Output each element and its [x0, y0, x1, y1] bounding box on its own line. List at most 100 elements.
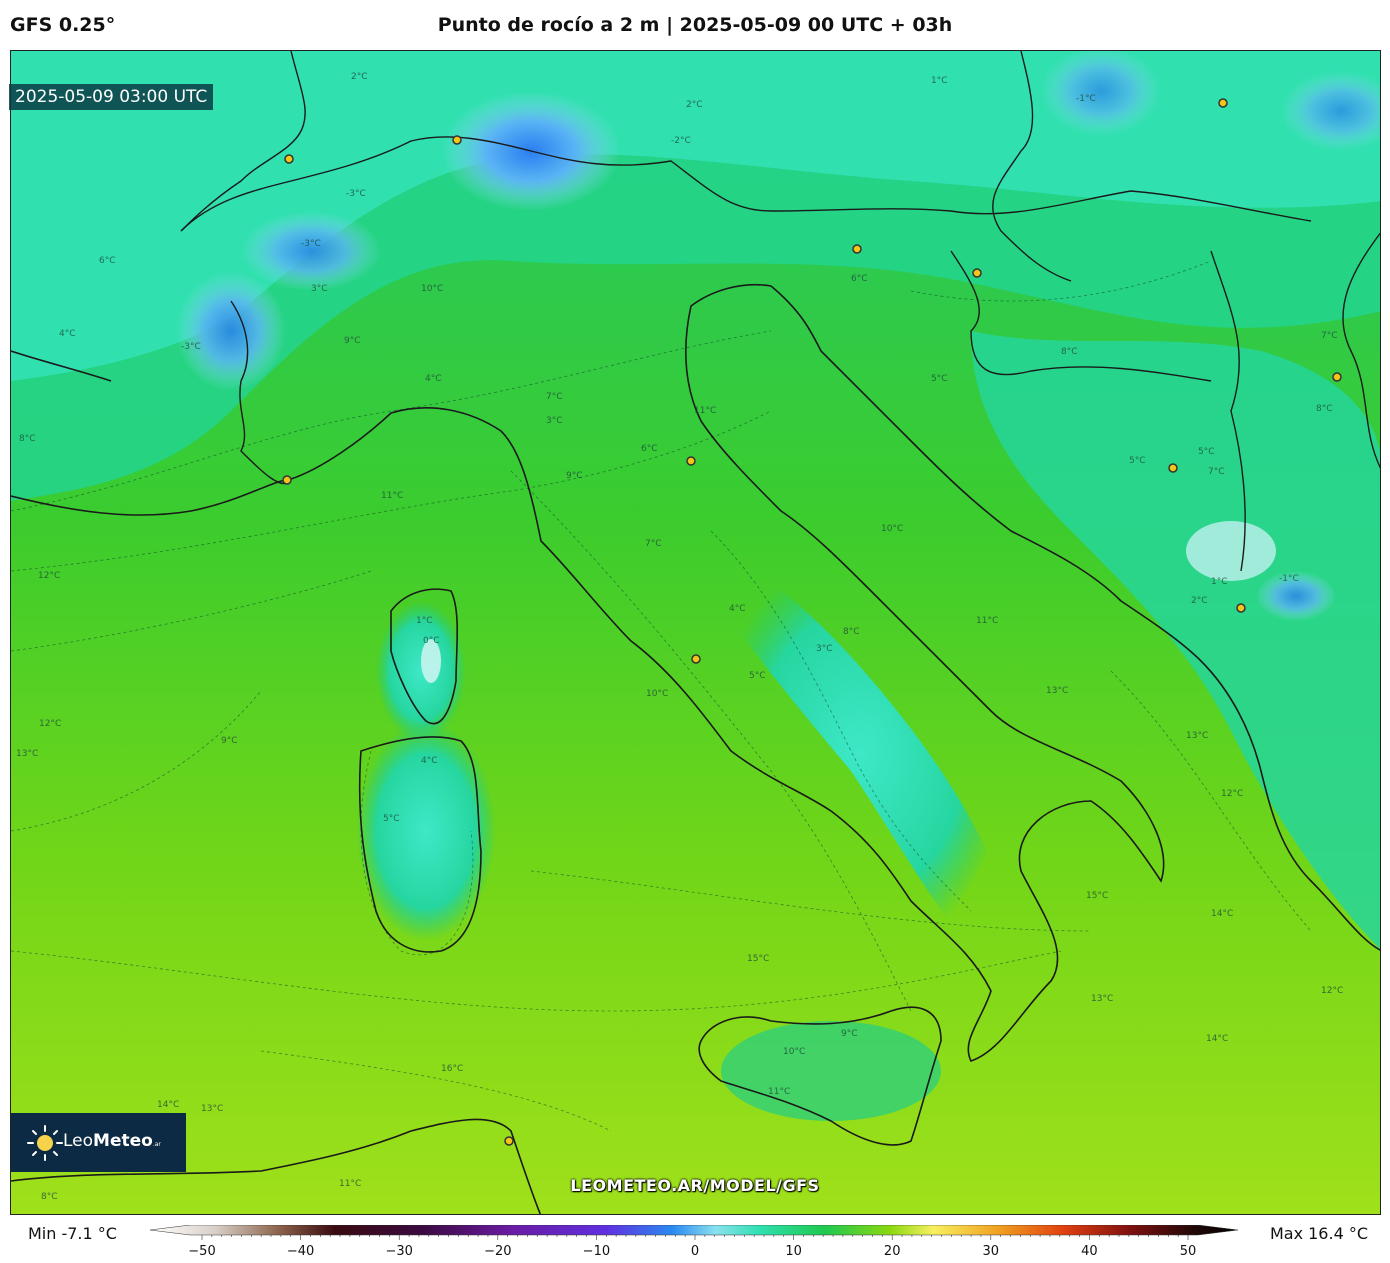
isoline-label: 16°C [441, 1064, 463, 1074]
isoline-label: 8°C [1316, 404, 1333, 414]
city-marker [1168, 463, 1178, 473]
balkan-cold-spot [1186, 521, 1276, 581]
isoline-label: 3°C [311, 284, 328, 294]
isoline-label: 10°C [881, 524, 903, 534]
colorbar-tick-label: 40 [1081, 1244, 1098, 1259]
isoline-label: 5°C [1129, 456, 1146, 466]
isoline-label: 6°C [641, 444, 658, 454]
isoline-label: 4°C [421, 756, 438, 766]
isoline-label: 7°C [546, 392, 563, 402]
city-marker [1332, 372, 1342, 382]
dewpoint-map: 2°C 1°C -1°C 2°C -2°C -3°C -3°C -3°C 6°C… [10, 50, 1381, 1215]
isoline-label: 4°C [425, 374, 442, 384]
isoline-label: 13°C [16, 749, 38, 759]
colorbar-tick-label: 30 [983, 1244, 1000, 1259]
colorbar-tick-label: 0 [691, 1244, 699, 1259]
colorbar-tick-label: 50 [1180, 1244, 1197, 1259]
min-value-label: Min -7.1 °C [28, 1224, 117, 1243]
coastlines [11, 283, 1380, 1214]
isoline-label: 5°C [931, 374, 948, 384]
borders [180, 51, 1380, 572]
isoline-label: 1°C [931, 76, 948, 86]
isoline-label: 7°C [1208, 467, 1225, 477]
colorbar-tick-label: −30 [385, 1244, 412, 1259]
source-url: LEOMETEO.AR/MODEL/GFS [570, 1176, 820, 1195]
isoline-label: 2°C [1191, 596, 1208, 606]
isoline-labels: 2°C 1°C -1°C 2°C -2°C -3°C -3°C -3°C 6°C… [16, 72, 1343, 1202]
isoline-label: 5°C [749, 671, 766, 681]
city-marker [452, 135, 462, 145]
isoline-label: 6°C [851, 274, 868, 284]
colorbar-tick-label: −40 [287, 1244, 314, 1259]
sun-icon [27, 1125, 63, 1161]
city-marker [284, 154, 294, 164]
isoline-label: 15°C [747, 954, 769, 964]
alps-teal-band [11, 51, 1380, 381]
corsica-field [376, 601, 466, 741]
isoline-label: 8°C [1061, 347, 1078, 357]
isoline-label: 12°C [1221, 789, 1243, 799]
colorbar-tick-label: −10 [583, 1244, 610, 1259]
isoline-label: -3°C [181, 342, 201, 352]
map-canvas: 2°C 1°C -1°C 2°C -2°C -3°C -3°C -3°C 6°C… [11, 51, 1380, 1214]
isoline-label: 9°C [221, 736, 238, 746]
isoline-label: 9°C [841, 1029, 858, 1039]
isoline-label: -2°C [671, 136, 691, 146]
city-marker [1236, 603, 1246, 613]
city-marker [1218, 98, 1228, 108]
isoline-label: 12°C [39, 719, 61, 729]
isoline-label: 8°C [41, 1192, 58, 1202]
colorbar-tick-label: 10 [785, 1244, 802, 1259]
city-marker [282, 475, 292, 485]
isoline-label: 7°C [645, 539, 662, 549]
isoline-label: 1°C [1211, 577, 1228, 587]
northeast-cold [1281, 71, 1380, 151]
logo-name: Leo [63, 1131, 94, 1151]
isoline-label: 11°C [768, 1087, 790, 1097]
isoline-label: 14°C [157, 1100, 179, 1110]
colorbar: −50 −40 −30 −20 −10 0 10 20 30 40 50 [150, 1225, 1239, 1259]
city-marker [686, 456, 696, 466]
city-markers [282, 98, 1342, 1146]
isoline-label: 3°C [546, 416, 563, 426]
isoline-label: 13°C [1046, 686, 1068, 696]
city-marker [691, 654, 701, 664]
isoline-label: 9°C [344, 336, 361, 346]
isoline-label: 2°C [686, 100, 703, 110]
logo-text: LeoMeteo.ar [63, 1131, 161, 1151]
isoline-label: 0°C [423, 636, 440, 646]
colorbar-gradient [150, 1225, 1239, 1236]
map-title: Punto de rocío a 2 m | 2025-05-09 00 UTC… [437, 14, 953, 36]
logo-name-bold: Meteo [93, 1131, 153, 1151]
isoline-label: 6°C [99, 256, 116, 266]
isoline-label: 11°C [381, 491, 403, 501]
central-europe-cold [1041, 51, 1161, 136]
colorbar-tick-label: −50 [188, 1244, 215, 1259]
colorbar-tick-label: 20 [884, 1244, 901, 1259]
max-value-label: Max 16.4 °C [1269, 1224, 1368, 1243]
sardinia-field [356, 721, 496, 941]
sicily-field [721, 1021, 941, 1121]
isoline-label: 12°C [1321, 986, 1343, 996]
isoline-label: 14°C [1206, 1034, 1228, 1044]
isoline-label: 11°C [976, 616, 998, 626]
isoline-label: 7°C [1321, 331, 1338, 341]
apennines-ridge [711, 551, 1010, 957]
isoline-label: 10°C [783, 1047, 805, 1057]
valid-time-badge: 2025-05-09 03:00 UTC [9, 84, 214, 110]
corsica-cold-spot [421, 639, 441, 683]
isoline-label: 10°C [646, 689, 668, 699]
isoline-label: 2°C [351, 72, 368, 82]
isoline-label: 5°C [1198, 447, 1215, 457]
isoline-label: 10°C [421, 284, 443, 294]
isoline-label: 11°C [339, 1179, 361, 1189]
isoline-label: 13°C [201, 1104, 223, 1114]
isoline-label: 4°C [59, 329, 76, 339]
model-label: GFS 0.25° [10, 14, 116, 36]
isoline-label: 14°C [1211, 909, 1233, 919]
isoline-label: 3°C [816, 644, 833, 654]
isoline-label: 8°C [843, 627, 860, 637]
isoline-label: 4°C [729, 604, 746, 614]
alps-cold-west [241, 211, 381, 291]
isoline-label: 5°C [383, 814, 400, 824]
